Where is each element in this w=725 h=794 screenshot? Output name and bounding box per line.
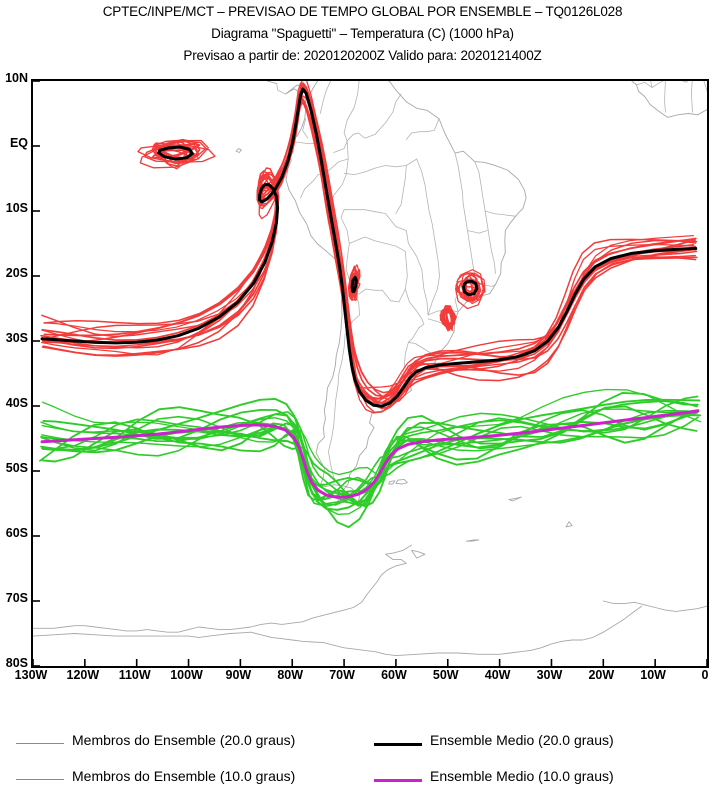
- legend-label: Membros do Ensemble (10.0 graus): [72, 768, 296, 784]
- x-tick-label: 90W: [225, 668, 252, 682]
- legend-swatch: [16, 743, 64, 744]
- x-tick-label: 110W: [118, 668, 151, 682]
- coastline-layer: [33, 81, 707, 657]
- x-tick-label: 10W: [640, 668, 666, 682]
- country-border-layer: [276, 81, 707, 490]
- x-tick-label: 120W: [66, 668, 100, 682]
- title-line-institution: CPTEC/INPE/MCT – PREVISAO DE TEMPO GLOBA…: [102, 4, 623, 19]
- x-tick-label: 40W: [484, 668, 511, 682]
- y-tick-label: 10S: [5, 201, 28, 215]
- legend-label: Ensemble Medio (20.0 graus): [430, 732, 614, 748]
- y-tick-label: 70S: [5, 591, 28, 605]
- y-tick-label: 30S: [5, 331, 28, 345]
- y-tick-label: EQ: [9, 136, 28, 150]
- title-line-diagram: Diagrama "Spaguetti" – Temperatura (C) (…: [211, 26, 514, 41]
- ensemble-members-10c: [39, 388, 702, 529]
- legend-label: Membros do Ensemble (20.0 graus): [72, 732, 296, 748]
- legend-swatch: [374, 779, 422, 782]
- y-tick-label: 60S: [5, 526, 28, 540]
- ensemble-mean-20c: [40, 87, 698, 408]
- spaghetti-map-svg: [33, 81, 707, 666]
- y-tick-label: 80S: [5, 656, 28, 670]
- ensemble-members-20c: [40, 81, 698, 414]
- x-tick-label: 50W: [432, 668, 459, 682]
- map-plot-area: [31, 79, 709, 668]
- x-tick-label: 30W: [536, 668, 563, 682]
- title-line-times: Previsao a partir de: 2020120200Z Valido…: [183, 48, 542, 63]
- legend-swatch: [374, 743, 422, 746]
- y-tick-label: 40S: [5, 396, 28, 410]
- x-tick-label: 70W: [329, 668, 355, 682]
- ensemble-mean-10c: [40, 409, 700, 499]
- legend: Membros do Ensemble (20.0 graus) Ensemble…: [0, 726, 725, 792]
- legend-swatch: [16, 779, 64, 780]
- legend-label: Ensemble Medio (10.0 graus): [430, 768, 614, 784]
- x-tick-label: 60W: [381, 668, 407, 682]
- x-tick-label: 20W: [588, 668, 615, 682]
- y-tick-label: 50S: [5, 461, 28, 475]
- y-tick-label: 20S: [5, 266, 28, 280]
- axis-ticks: [33, 81, 707, 666]
- x-tick-label: 100W: [170, 668, 203, 682]
- y-tick-label: 10N: [5, 71, 28, 85]
- x-tick-label: 0: [701, 668, 709, 682]
- x-tick-label: 130W: [14, 668, 48, 682]
- x-tick-label: 80W: [277, 668, 304, 682]
